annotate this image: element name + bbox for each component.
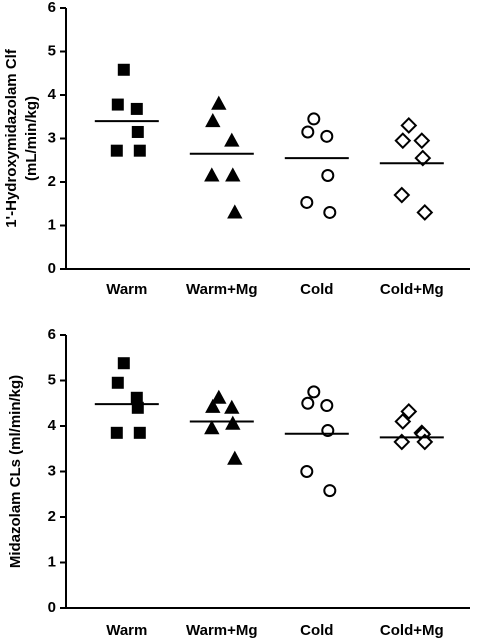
- y-tick-label: 1: [48, 553, 56, 570]
- y-tick-label: 0: [48, 260, 56, 277]
- marker: [130, 391, 143, 404]
- marker: [394, 132, 412, 150]
- marker: [323, 205, 337, 219]
- marker: [413, 132, 431, 150]
- y-tick-label: 4: [48, 86, 57, 103]
- marker: [320, 129, 334, 143]
- marker: [133, 426, 146, 439]
- marker: [416, 204, 434, 221]
- marker: [204, 167, 220, 182]
- marker: [225, 415, 241, 430]
- y-axis-label: Midazolam CLs (ml/min/kg): [7, 375, 24, 568]
- marker: [110, 426, 123, 439]
- marker: [394, 413, 412, 430]
- y-axis-label: 1'-Hydroxymidazolam Clf: [3, 48, 20, 228]
- marker: [300, 465, 314, 478]
- marker: [117, 63, 130, 76]
- y-tick-label: 6: [48, 326, 56, 343]
- marker: [133, 144, 146, 157]
- marker: [110, 144, 123, 157]
- marker: [205, 113, 221, 128]
- marker: [300, 195, 314, 209]
- marker: [321, 168, 335, 182]
- marker: [111, 376, 124, 389]
- y-tick-label: 5: [48, 42, 56, 59]
- marker: [320, 399, 334, 413]
- marker: [225, 167, 241, 182]
- y-tick-label: 1: [48, 216, 56, 233]
- marker: [117, 357, 130, 370]
- marker: [204, 420, 220, 435]
- marker: [414, 149, 432, 167]
- marker: [416, 433, 434, 451]
- marker: [130, 102, 143, 115]
- marker: [323, 484, 337, 498]
- x-tick-label: Cold: [300, 281, 333, 298]
- y-tick-label: 5: [48, 371, 56, 388]
- x-tick-label: Cold: [300, 622, 333, 639]
- marker: [224, 132, 240, 147]
- marker: [400, 117, 418, 134]
- marker: [131, 401, 144, 414]
- marker: [393, 433, 411, 451]
- y-tick-label: 2: [48, 508, 56, 525]
- marker: [227, 204, 243, 219]
- marker: [211, 389, 227, 404]
- marker: [131, 125, 144, 138]
- x-tick-label: Warm: [106, 281, 147, 298]
- marker: [224, 399, 240, 414]
- marker: [227, 450, 243, 465]
- marker: [393, 186, 411, 204]
- y-tick-label: 6: [48, 0, 56, 16]
- y-axis-label: (mL/min/kg): [23, 96, 40, 181]
- marker: [307, 112, 321, 126]
- x-tick-label: Warm: [106, 622, 147, 639]
- y-tick-label: 3: [48, 129, 56, 146]
- x-tick-label: Warm+Mg: [186, 281, 258, 298]
- marker: [111, 98, 124, 111]
- y-tick-label: 3: [48, 462, 56, 479]
- marker: [307, 385, 321, 399]
- x-tick-label: Warm+Mg: [186, 622, 258, 639]
- y-tick-label: 2: [48, 173, 56, 190]
- x-tick-label: Cold+Mg: [380, 622, 444, 639]
- marker: [301, 396, 315, 410]
- marker: [211, 95, 227, 110]
- marker: [205, 398, 221, 413]
- marker: [400, 403, 418, 420]
- x-tick-label: Cold+Mg: [380, 281, 444, 298]
- marker: [301, 125, 315, 139]
- y-tick-label: 0: [48, 599, 56, 616]
- y-tick-label: 4: [48, 417, 57, 434]
